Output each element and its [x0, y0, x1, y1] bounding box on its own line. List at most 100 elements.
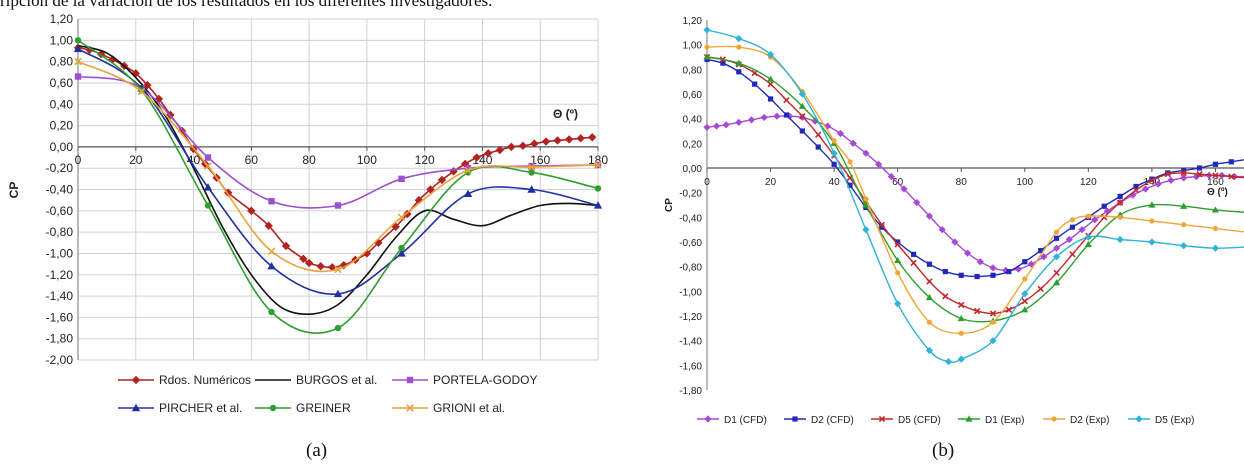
legend-item: GRIONI et al.	[392, 401, 505, 415]
data-point	[958, 330, 964, 336]
data-point	[74, 73, 82, 80]
data-point	[267, 262, 276, 270]
y-tick-label: -0,20	[679, 189, 702, 200]
y-tick-label: 1,00	[683, 41, 703, 52]
y-tick-label: -1,60	[679, 361, 702, 372]
y-axis-label: CP	[7, 182, 21, 199]
data-point	[527, 163, 536, 171]
x-tick-label: 40	[829, 177, 841, 188]
y-tick-label: -1,00	[46, 246, 74, 260]
series-1	[77, 44, 599, 316]
data-point	[989, 264, 997, 272]
y-tick-label: 0,60	[683, 90, 703, 101]
series-line-4	[77, 39, 599, 334]
data-point	[1180, 202, 1188, 209]
data-point	[594, 161, 602, 169]
y-tick-label: -0,40	[46, 183, 74, 197]
legend-marker	[1051, 416, 1057, 422]
data-point	[463, 189, 473, 197]
data-point	[1228, 173, 1235, 180]
data-point	[464, 166, 472, 175]
data-point	[879, 224, 885, 230]
data-point	[374, 238, 383, 247]
y-tick-label: -1,00	[679, 287, 702, 298]
y-tick-label: -1,20	[46, 268, 74, 282]
data-point	[910, 251, 917, 257]
data-point	[1132, 187, 1140, 194]
y-tick-label: 0,40	[683, 115, 703, 126]
y-tick-label: -0,60	[46, 204, 74, 218]
data-point	[1117, 214, 1123, 220]
data-point	[1052, 253, 1061, 261]
data-point	[703, 26, 711, 34]
data-point	[204, 162, 212, 170]
data-point	[1141, 185, 1150, 193]
y-tick-label: -0,20	[46, 161, 74, 175]
data-point	[507, 142, 516, 152]
y-tick-label: 0,80	[50, 55, 74, 69]
legend-label: GREINER	[296, 401, 351, 415]
data-point	[1005, 306, 1013, 313]
data-point	[735, 118, 743, 126]
data-point	[963, 249, 972, 257]
data-point	[1129, 191, 1137, 199]
data-point	[1181, 167, 1187, 174]
data-point	[887, 173, 895, 181]
data-point	[831, 161, 837, 167]
legend-marker	[965, 415, 973, 422]
data-point	[773, 112, 781, 120]
data-point	[518, 141, 528, 151]
data-point	[594, 185, 602, 192]
data-point	[704, 44, 710, 50]
legend-item: D2 (Exp)	[1043, 415, 1109, 426]
data-point	[268, 308, 275, 316]
data-point	[862, 226, 870, 234]
data-point	[247, 206, 256, 216]
data-point	[154, 94, 164, 104]
data-point	[958, 272, 964, 278]
data-point	[398, 175, 405, 183]
legend-item: Rdos. Numéricos	[118, 373, 251, 387]
data-point	[1027, 260, 1035, 268]
chart-b: 1,20 1,00 0,80 0,60 0,40 0,20 0,00 -0,20 -0,40 -0…	[664, 16, 1244, 426]
data-point	[316, 262, 325, 271]
legend-marker	[704, 415, 712, 423]
y-tick-label: -1,80	[679, 386, 702, 397]
data-point	[957, 355, 965, 363]
data-point	[1069, 251, 1076, 258]
data-point	[989, 310, 997, 317]
data-point	[1116, 199, 1124, 206]
data-point	[1022, 259, 1028, 265]
data-point	[767, 96, 774, 102]
data-point	[1180, 174, 1188, 182]
data-point	[703, 53, 711, 60]
data-point	[530, 139, 539, 148]
x-tick-label: 80	[956, 177, 968, 188]
data-point	[760, 113, 768, 122]
legend-item: D5 (Exp)	[1128, 415, 1194, 426]
data-point	[824, 122, 832, 130]
series-line-0	[77, 47, 593, 269]
data-point	[281, 241, 291, 251]
x-tick-label: 60	[245, 153, 259, 167]
data-point	[735, 34, 743, 43]
data-point	[1069, 217, 1076, 223]
data-point	[1196, 171, 1203, 178]
data-point	[974, 273, 980, 280]
data-point	[863, 196, 869, 202]
y-tick-label: -1,40	[679, 337, 702, 348]
x-tick-label: 160	[1207, 177, 1224, 188]
data-point	[830, 149, 838, 157]
x-tick-label: 80	[302, 153, 316, 167]
data-point	[339, 260, 348, 270]
data-point	[799, 113, 806, 120]
legend-marker	[792, 416, 798, 422]
x-tick-label: 100	[1016, 177, 1033, 188]
data-point	[299, 254, 308, 263]
data-point	[1154, 180, 1162, 188]
data-point	[576, 134, 585, 143]
data-point	[1180, 242, 1188, 250]
series-1	[704, 56, 1244, 280]
legend-item: D1 (CFD)	[697, 415, 767, 426]
legend-marker	[131, 403, 141, 412]
